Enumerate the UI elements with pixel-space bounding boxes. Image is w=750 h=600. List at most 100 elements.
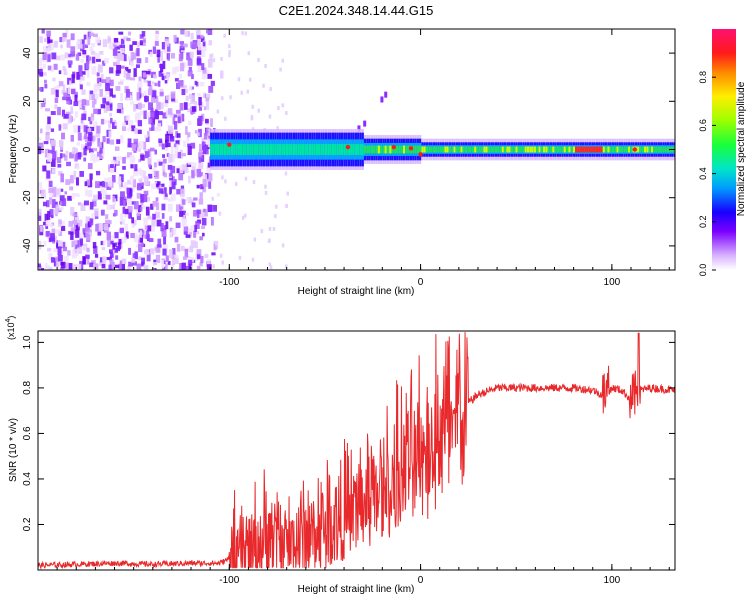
- signal-peak: [499, 146, 502, 153]
- noise-cell: [156, 219, 162, 227]
- noise-cell: [109, 104, 113, 111]
- signal-peak: [226, 144, 229, 155]
- noise-cell: [196, 230, 200, 235]
- noise-cell: [111, 43, 117, 48]
- signal-peak: [258, 144, 261, 155]
- noise-cell: [91, 135, 95, 142]
- noise-cell: [150, 107, 154, 113]
- noise-cell: [118, 180, 122, 190]
- signal-peak: [547, 146, 550, 153]
- signal-peak: [212, 144, 215, 155]
- noise-cell: [183, 140, 187, 147]
- signal-peak: [474, 146, 477, 153]
- noise-cell: [90, 50, 95, 55]
- noise-cell: [189, 245, 194, 253]
- noise-cell: [159, 91, 164, 96]
- noise-cell: [167, 203, 173, 212]
- noise-cell: [62, 96, 66, 101]
- noise-cell: [76, 193, 80, 197]
- noise-cell: [116, 44, 122, 50]
- noise-cell: [90, 113, 95, 121]
- noise-cell: [190, 225, 195, 232]
- noise-cell: [229, 95, 232, 100]
- x-tick-label: -100: [219, 575, 239, 586]
- noise-cell: [127, 69, 131, 73]
- noise-cell: [134, 113, 139, 123]
- signal-peak: [559, 146, 562, 153]
- noise-cell: [264, 64, 267, 69]
- noise-cell: [143, 234, 148, 239]
- noise-cell: [206, 264, 212, 270]
- noise-cell: [105, 219, 110, 225]
- noise-cell: [62, 246, 67, 252]
- noise-cell: [57, 240, 63, 248]
- noise-cell: [125, 89, 130, 98]
- signal-peak: [494, 146, 498, 153]
- noise-cell: [268, 238, 271, 243]
- signal-peak: [285, 144, 289, 155]
- signal-peak: [471, 146, 475, 153]
- signal-peak: [412, 145, 415, 154]
- noise-cell: [87, 190, 92, 198]
- signal-peak: [249, 144, 252, 155]
- noise-cell: [43, 63, 47, 69]
- noise-cell: [70, 207, 75, 216]
- noise-cell: [53, 257, 58, 267]
- noise-cell: [83, 34, 87, 40]
- noise-cell: [68, 220, 74, 227]
- signal-peak: [437, 146, 440, 153]
- noise-cell: [173, 114, 178, 118]
- noise-cell: [137, 129, 142, 134]
- noise-cell: [92, 148, 98, 152]
- noise-cell: [147, 215, 152, 220]
- noise-cell: [91, 56, 96, 64]
- noise-cell: [179, 210, 184, 217]
- noise-cell: [191, 202, 196, 208]
- noise-cell: [150, 203, 154, 210]
- signal-peak: [604, 146, 608, 153]
- signal-peak: [591, 146, 594, 153]
- noise-cell: [66, 39, 71, 48]
- noise-cell: [116, 59, 120, 66]
- noise-cell: [76, 142, 81, 146]
- noise-cell: [169, 135, 175, 142]
- noise-cell: [151, 90, 157, 99]
- noise-cell: [205, 97, 210, 102]
- noise-cell: [43, 240, 47, 247]
- noise-cell: [128, 31, 131, 36]
- noise-cell: [57, 219, 62, 228]
- noise-cell: [184, 30, 189, 38]
- noise-cell: [200, 184, 204, 190]
- noise-cell: [78, 65, 83, 74]
- noise-cell: [38, 265, 42, 270]
- signal-peak: [322, 144, 325, 155]
- noise-cell: [167, 125, 173, 134]
- signal-peak: [621, 146, 624, 153]
- colorbar-tick-label: 0.6: [698, 119, 708, 132]
- noise-cell: [119, 174, 124, 182]
- noise-cell: [107, 239, 111, 248]
- signal-peak-dot: [345, 144, 351, 150]
- noise-cell: [107, 35, 111, 43]
- signal-peak: [464, 146, 468, 153]
- noise-cell: [176, 168, 180, 174]
- noise-cell: [173, 143, 177, 148]
- noise-cell: [95, 170, 101, 176]
- noise-cell: [117, 103, 122, 111]
- noise-cell: [69, 186, 74, 191]
- signal-peak: [214, 144, 217, 155]
- snr-x-ticks: -100 0 100: [56, 564, 670, 586]
- noise-cell: [166, 153, 170, 157]
- noise-cell: [131, 217, 135, 224]
- noise-cell: [268, 114, 272, 119]
- noise-cell: [169, 216, 173, 222]
- signal-peak: [455, 146, 458, 153]
- noise-cell: [183, 102, 188, 110]
- noise-cell: [198, 104, 203, 111]
- noise-cell: [194, 129, 198, 134]
- noise-cell: [246, 89, 250, 94]
- noise-cell: [163, 194, 168, 200]
- noise-cell: [166, 142, 171, 148]
- noise-cell: [210, 118, 213, 127]
- noise-cell: [59, 153, 63, 159]
